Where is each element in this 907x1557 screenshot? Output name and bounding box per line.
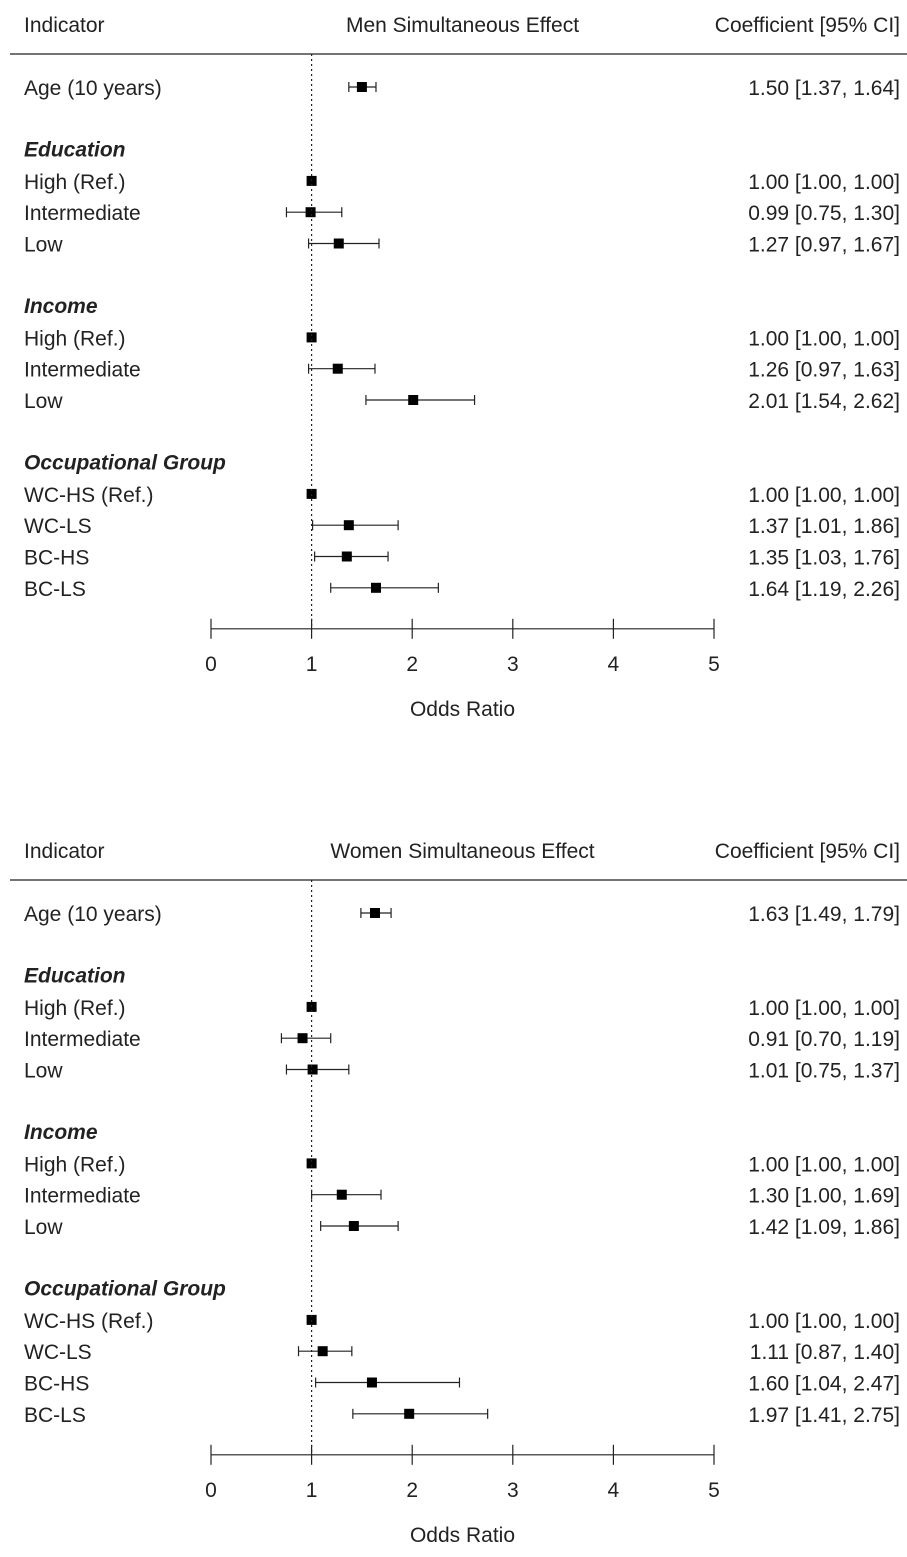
row-coefficient: 1.37 [1.01, 1.86] [748, 515, 900, 538]
row-label: WC-HS (Ref.) [24, 484, 154, 507]
row-label: Low [24, 1216, 63, 1239]
x-tick-label: 5 [708, 1479, 720, 1502]
header-indicator: Indicator [24, 840, 105, 863]
x-tick-label: 4 [608, 653, 620, 676]
row-coefficient: 2.01 [1.54, 2.62] [748, 390, 900, 413]
group-heading: Income [24, 1121, 98, 1144]
header-effect-title: Women Simultaneous Effect [330, 840, 594, 863]
forest-panel-men: Indicator Men Simultaneous Effect Coeffici… [10, 14, 907, 721]
point-estimate [306, 1158, 317, 1169]
row-label: Low [24, 390, 63, 413]
row-label: WC-HS (Ref.) [24, 1310, 154, 1333]
row-coefficient: 1.64 [1.19, 2.26] [748, 578, 900, 601]
point-estimate [306, 332, 317, 343]
header-indicator: Indicator [24, 14, 105, 37]
row-label: BC-LS [24, 578, 86, 601]
row-label: BC-LS [24, 1404, 86, 1427]
x-tick-label: 1 [306, 653, 318, 676]
row-coefficient: 1.63 [1.49, 1.79] [748, 903, 900, 926]
group-heading: Income [24, 295, 98, 318]
row-coefficient: 1.00 [1.00, 1.00] [748, 997, 900, 1020]
row-label: Age (10 years) [24, 77, 162, 100]
row-label: Low [24, 234, 63, 257]
row-coefficient: 1.00 [1.00, 1.00] [748, 484, 900, 507]
x-tick-label: 0 [205, 1479, 217, 1502]
row-coefficient: 1.97 [1.41, 2.75] [748, 1404, 900, 1427]
row-label: Intermediate [24, 1028, 141, 1051]
x-tick-label: 2 [406, 653, 418, 676]
group-heading: Education [24, 139, 126, 162]
row-coefficient: 1.26 [0.97, 1.63] [748, 359, 900, 382]
point-estimate [370, 582, 381, 593]
group-heading: Occupational Group [24, 452, 226, 475]
row-coefficient: 1.27 [0.97, 1.67] [748, 234, 900, 257]
row-coefficient: 0.91 [0.70, 1.19] [748, 1028, 900, 1051]
row-coefficient: 1.30 [1.00, 1.69] [748, 1185, 900, 1208]
x-axis-label: Odds Ratio [410, 698, 515, 721]
row-coefficient: 1.11 [0.87, 1.40] [750, 1341, 900, 1364]
point-estimate [305, 207, 316, 218]
row-coefficient: 1.60 [1.04, 2.47] [748, 1373, 900, 1396]
x-axis-label: Odds Ratio [410, 1524, 515, 1547]
point-estimate [306, 1314, 317, 1325]
x-tick-label: 0 [205, 653, 217, 676]
row-label: BC-HS [24, 1373, 89, 1396]
row-label: BC-HS [24, 547, 89, 570]
row-label: Low [24, 1060, 63, 1083]
row-label: WC-LS [24, 515, 92, 538]
row-label: High (Ref.) [24, 327, 126, 350]
row-coefficient: 1.50 [1.37, 1.64] [748, 77, 900, 100]
header-coefficient: Coefficient [95% CI] [715, 14, 900, 37]
x-tick-label: 3 [507, 653, 519, 676]
row-coefficient: 1.00 [1.00, 1.00] [748, 171, 900, 194]
row-coefficient: 0.99 [0.75, 1.30] [748, 202, 900, 225]
group-heading: Education [24, 965, 126, 988]
point-estimate [404, 1408, 415, 1419]
row-coefficient: 1.00 [1.00, 1.00] [748, 1153, 900, 1176]
row-coefficient: 1.42 [1.09, 1.86] [748, 1216, 900, 1239]
point-estimate [343, 520, 354, 531]
group-heading: Occupational Group [24, 1278, 226, 1301]
point-estimate [348, 1221, 359, 1231]
point-estimate [341, 551, 352, 562]
x-tick-label: 5 [708, 653, 720, 676]
row-label: High (Ref.) [24, 1153, 126, 1176]
point-estimate [306, 488, 317, 499]
row-label: Intermediate [24, 202, 141, 225]
row-label: High (Ref.) [24, 171, 126, 194]
x-tick-label: 2 [406, 1479, 418, 1502]
row-coefficient: 1.00 [1.00, 1.00] [748, 327, 900, 350]
forest-panel-women: Indicator Women Simultaneous Effect Coeffi… [10, 840, 907, 1547]
x-tick-label: 4 [608, 1479, 620, 1502]
row-coefficient: 1.01 [0.75, 1.37] [748, 1060, 900, 1083]
point-estimate [369, 908, 380, 918]
row-label: WC-LS [24, 1341, 92, 1364]
row-coefficient: 1.00 [1.00, 1.00] [748, 1310, 900, 1333]
point-estimate [336, 1189, 347, 1200]
point-estimate [408, 395, 419, 405]
x-tick-label: 1 [306, 1479, 318, 1502]
point-estimate [366, 1377, 377, 1388]
point-estimate [297, 1033, 308, 1044]
row-coefficient: 1.35 [1.03, 1.76] [748, 547, 900, 570]
point-estimate [317, 1346, 328, 1357]
point-estimate [356, 82, 367, 92]
point-estimate [333, 238, 344, 249]
header-effect-title: Men Simultaneous Effect [346, 14, 579, 37]
point-estimate [332, 363, 343, 374]
x-tick-label: 3 [507, 1479, 519, 1502]
row-label: High (Ref.) [24, 997, 126, 1020]
row-label: Age (10 years) [24, 903, 162, 926]
row-label: Intermediate [24, 359, 141, 382]
row-label: Intermediate [24, 1185, 141, 1208]
header-coefficient: Coefficient [95% CI] [715, 840, 900, 863]
point-estimate [307, 1064, 318, 1075]
